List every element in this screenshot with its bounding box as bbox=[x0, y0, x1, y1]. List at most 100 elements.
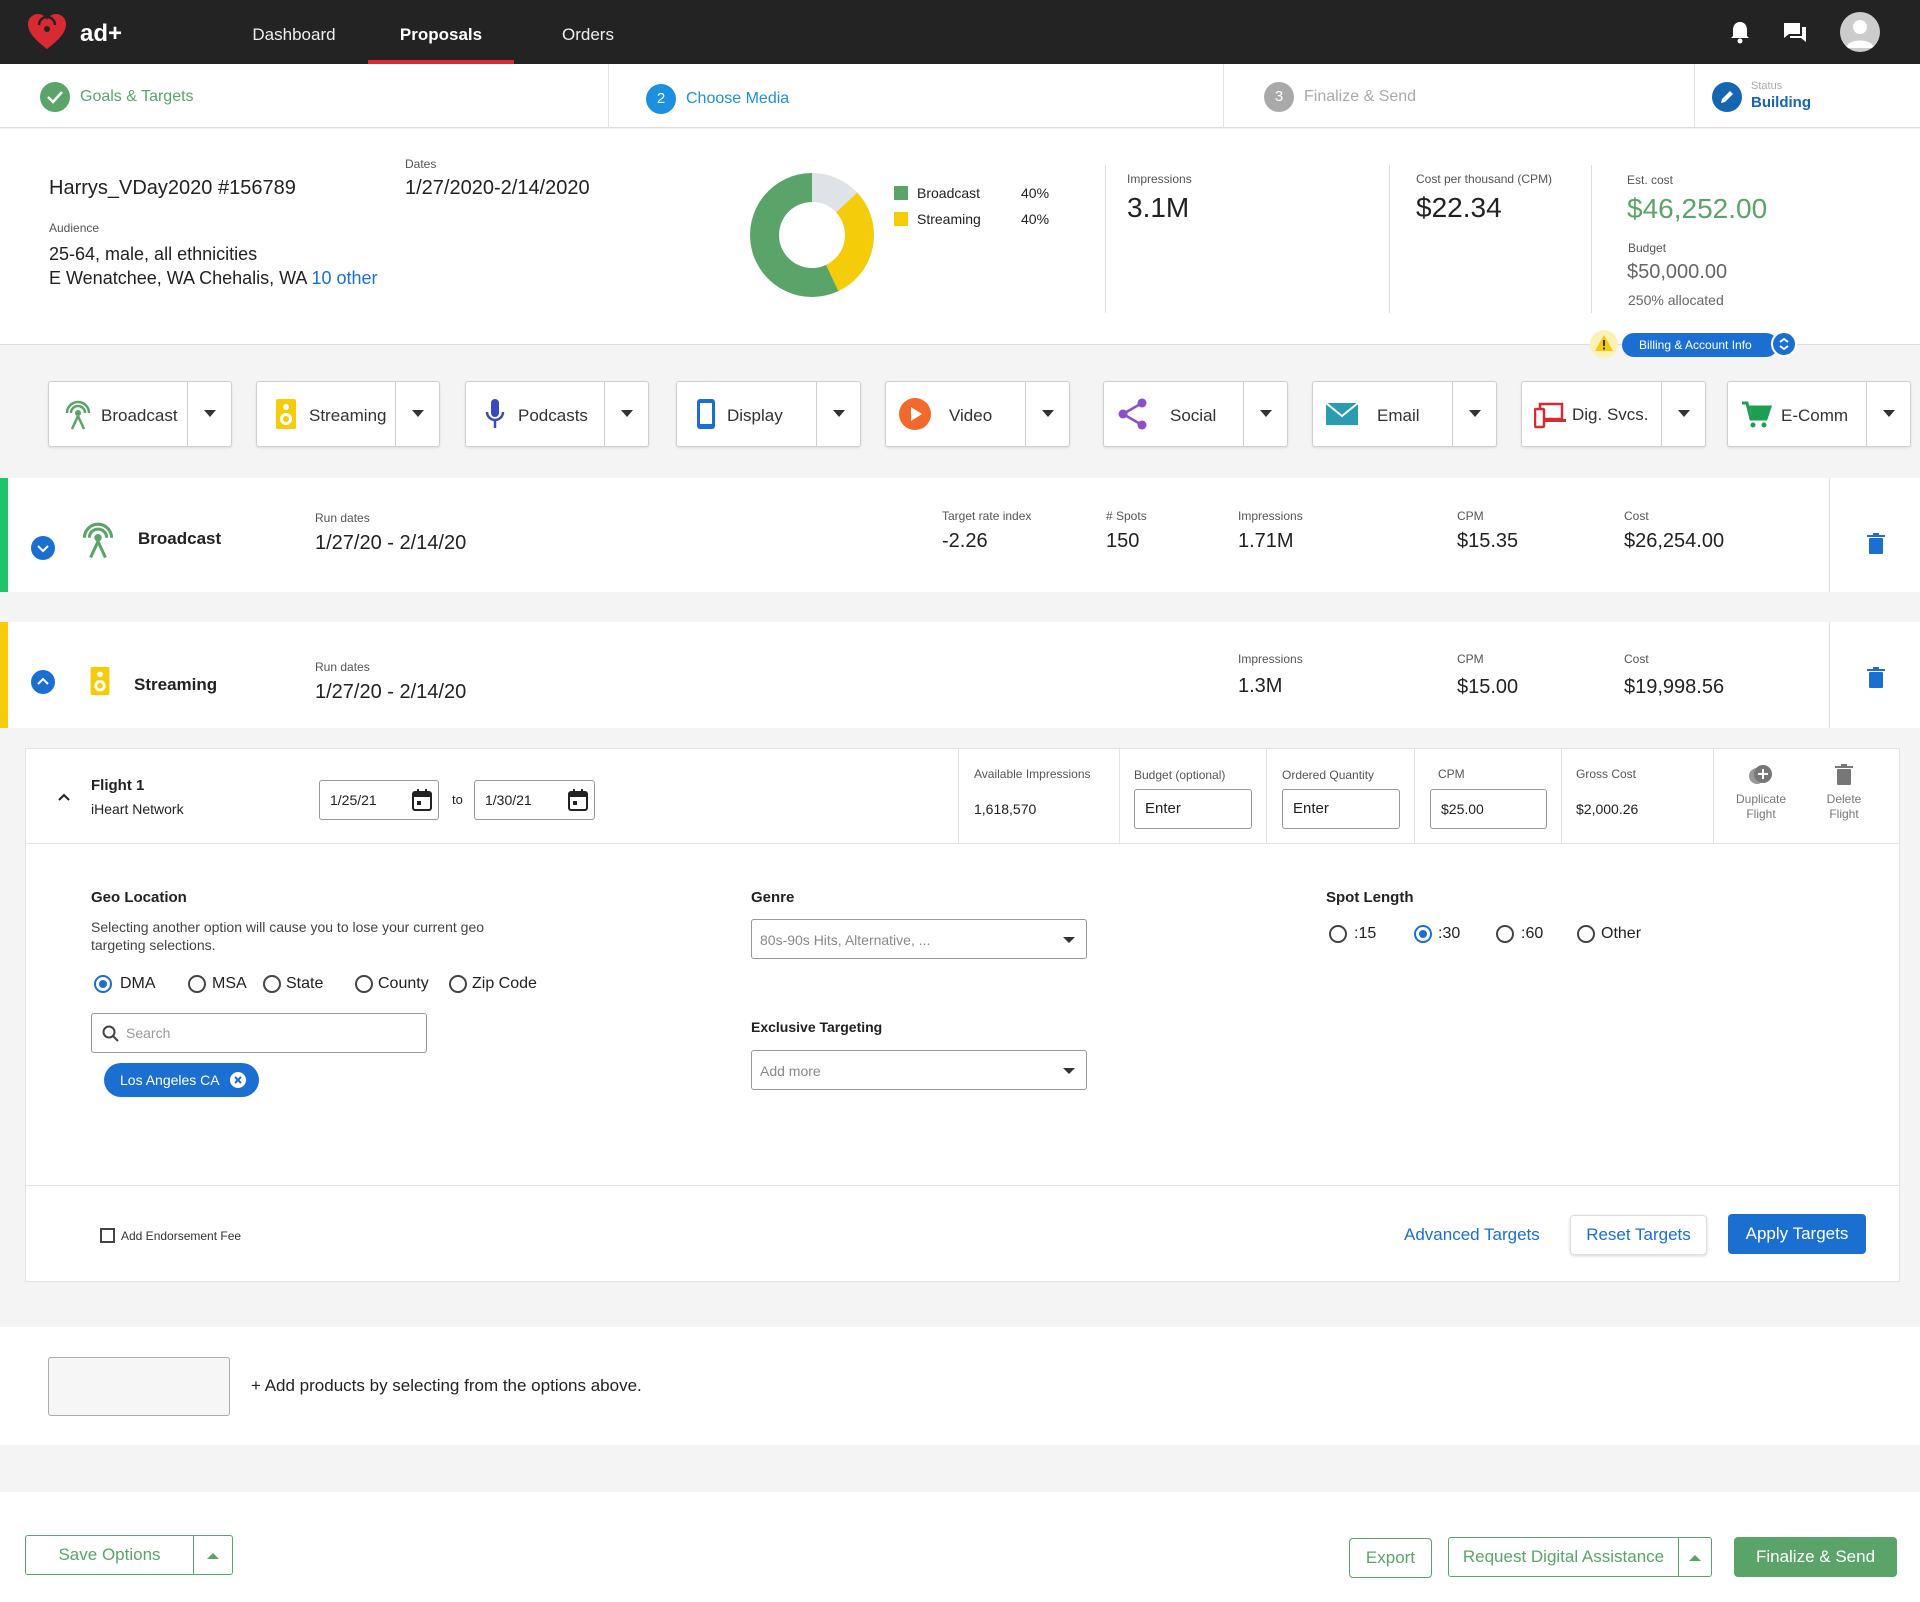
tab-dashboard[interactable]: Dashboard bbox=[252, 25, 336, 44]
bell-icon[interactable] bbox=[1726, 18, 1754, 46]
media-button-digital-services[interactable]: Dig. Svcs. bbox=[1521, 381, 1706, 447]
progress-steps: Goals & Targets 2 Choose Media 3 Finaliz… bbox=[0, 64, 1920, 128]
apply-targets-button[interactable]: Apply Targets bbox=[1728, 1214, 1866, 1254]
radio-msa[interactable] bbox=[188, 975, 206, 993]
genre-value: 80s-90s Hits, Alternative, ... bbox=[760, 932, 931, 948]
radio-spot-60[interactable] bbox=[1496, 925, 1514, 943]
radio-state[interactable] bbox=[263, 975, 281, 993]
locations-text: E Wenatchee, WA Chehalis, WA bbox=[49, 268, 307, 288]
shopping-cart-icon bbox=[1742, 401, 1773, 428]
ordered-quantity-input[interactable]: Enter bbox=[1282, 789, 1400, 829]
request-menu-button[interactable] bbox=[1678, 1537, 1712, 1577]
radio-county[interactable] bbox=[355, 975, 373, 993]
impressions-value: 3.1M bbox=[1127, 192, 1190, 223]
radio-dma[interactable] bbox=[94, 975, 112, 993]
radio-label-state: State bbox=[286, 975, 324, 992]
divider bbox=[1119, 749, 1120, 843]
exclusive-targeting-select[interactable]: Add more bbox=[751, 1050, 1087, 1090]
chat-icon[interactable] bbox=[1781, 18, 1809, 46]
radio-spot-15[interactable] bbox=[1329, 925, 1347, 943]
iheart-logo-icon[interactable] bbox=[26, 13, 68, 51]
budget-value: $50,000.00 bbox=[1627, 261, 1728, 283]
step-label: Goals & Targets bbox=[80, 88, 194, 105]
tab-proposals[interactable]: Proposals bbox=[368, 0, 514, 64]
flight-network: iHeart Network bbox=[91, 801, 184, 817]
top-nav: ad+ Dashboard Proposals Orders bbox=[0, 0, 1920, 64]
radio-label-dma: DMA bbox=[120, 975, 156, 992]
step-choose-media[interactable]: 2 Choose Media bbox=[609, 64, 1223, 128]
radio-spot-other[interactable] bbox=[1577, 925, 1595, 943]
close-icon[interactable] bbox=[229, 1071, 247, 1089]
pencil-icon bbox=[1712, 82, 1742, 112]
add-products-dropzone[interactable] bbox=[48, 1357, 230, 1416]
line-title: Streaming bbox=[134, 675, 218, 694]
reset-targets-button[interactable]: Reset Targets bbox=[1570, 1215, 1707, 1255]
chevron-down-icon[interactable] bbox=[31, 536, 55, 560]
flight-start-date-input[interactable]: 1/25/21 bbox=[319, 780, 439, 820]
save-options-button[interactable]: Save Options bbox=[25, 1535, 194, 1575]
calendar-icon[interactable] bbox=[412, 789, 432, 811]
media-button-podcasts[interactable]: Podcasts bbox=[465, 381, 649, 447]
save-options-menu-button[interactable] bbox=[193, 1535, 233, 1575]
chevron-down-icon[interactable] bbox=[604, 382, 648, 446]
chevron-down-icon[interactable] bbox=[1661, 382, 1705, 446]
chevron-down-icon bbox=[1063, 1068, 1075, 1074]
budget-input[interactable]: Enter bbox=[1134, 789, 1252, 829]
delete-flight-button[interactable]: Delete Flight bbox=[1814, 763, 1874, 835]
exclusive-targeting-title: Exclusive Targeting bbox=[751, 1019, 883, 1035]
avatar[interactable] bbox=[1840, 12, 1880, 52]
chevron-down-icon[interactable] bbox=[1025, 382, 1069, 446]
collapse-expand-icon[interactable] bbox=[1771, 331, 1797, 357]
media-button-streaming[interactable]: Streaming bbox=[256, 381, 440, 447]
tab-orders[interactable]: Orders bbox=[562, 25, 614, 44]
chevron-up-icon[interactable] bbox=[31, 670, 55, 694]
chevron-down-icon[interactable] bbox=[395, 382, 439, 446]
media-button-display[interactable]: Display bbox=[676, 381, 861, 447]
trash-icon[interactable] bbox=[1867, 533, 1885, 555]
genre-select[interactable]: 80s-90s Hits, Alternative, ... bbox=[751, 919, 1087, 959]
media-button-social[interactable]: Social bbox=[1103, 381, 1288, 447]
flight-end-date-input[interactable]: 1/30/21 bbox=[474, 780, 595, 820]
cpm-input[interactable]: $25.00 bbox=[1430, 789, 1547, 829]
billing-account-info-button[interactable]: Billing & Account Info bbox=[1622, 333, 1778, 357]
trash-icon[interactable] bbox=[1867, 667, 1885, 689]
media-button-video[interactable]: Video bbox=[885, 381, 1070, 447]
geo-search-input[interactable]: Search bbox=[91, 1013, 427, 1053]
chevron-down-icon[interactable] bbox=[1452, 382, 1496, 446]
step-divider bbox=[608, 64, 609, 128]
radio-spot-30[interactable] bbox=[1414, 925, 1432, 943]
media-button-broadcast[interactable]: Broadcast bbox=[48, 381, 232, 447]
step-divider bbox=[1694, 64, 1695, 128]
date-range-separator: to bbox=[452, 792, 463, 807]
advanced-targets-link[interactable]: Advanced Targets bbox=[1404, 1225, 1540, 1244]
chevron-down-icon[interactable] bbox=[816, 382, 860, 446]
chevron-up-icon[interactable] bbox=[56, 789, 72, 805]
step-number: 2 bbox=[646, 84, 676, 114]
cost-label: Cost bbox=[1624, 509, 1649, 523]
media-button-email[interactable]: Email bbox=[1312, 381, 1497, 447]
media-button-ecommerce[interactable]: E-Comm bbox=[1727, 381, 1911, 447]
chevron-down-icon[interactable] bbox=[1866, 382, 1910, 446]
endorsement-fee-checkbox[interactable] bbox=[100, 1228, 115, 1243]
budget-optional-label: Budget (optional) bbox=[1134, 768, 1226, 782]
step-goals-targets[interactable]: Goals & Targets bbox=[0, 64, 608, 128]
cpm-label: CPM bbox=[1438, 767, 1465, 781]
radio-zip-code[interactable] bbox=[449, 975, 467, 993]
cpm-value: $22.34 bbox=[1416, 192, 1502, 223]
chevron-down-icon[interactable] bbox=[1243, 382, 1287, 446]
other-locations-link[interactable]: 10 other bbox=[311, 268, 378, 288]
calendar-icon[interactable] bbox=[568, 789, 588, 811]
finalize-send-button[interactable]: Finalize & Send bbox=[1734, 1537, 1897, 1577]
legend-swatch-streaming bbox=[894, 212, 908, 226]
step-finalize-send[interactable]: 3 Finalize & Send bbox=[1224, 64, 1694, 128]
chevron-up-icon bbox=[207, 1553, 219, 1559]
chip-label: Los Angeles CA bbox=[120, 1072, 220, 1088]
request-digital-assistance-button[interactable]: Request Digital Assistance bbox=[1448, 1537, 1679, 1577]
trash-icon bbox=[1835, 764, 1853, 785]
media-label: Email bbox=[1377, 406, 1420, 425]
export-button[interactable]: Export bbox=[1349, 1538, 1432, 1578]
duplicate-flight-button[interactable]: Duplicate Flight bbox=[1724, 763, 1798, 835]
chevron-down-icon[interactable] bbox=[187, 382, 231, 446]
add-products-area: + Add products by selecting from the opt… bbox=[0, 1327, 1920, 1445]
status-indicator: Status Building bbox=[1695, 64, 1920, 128]
